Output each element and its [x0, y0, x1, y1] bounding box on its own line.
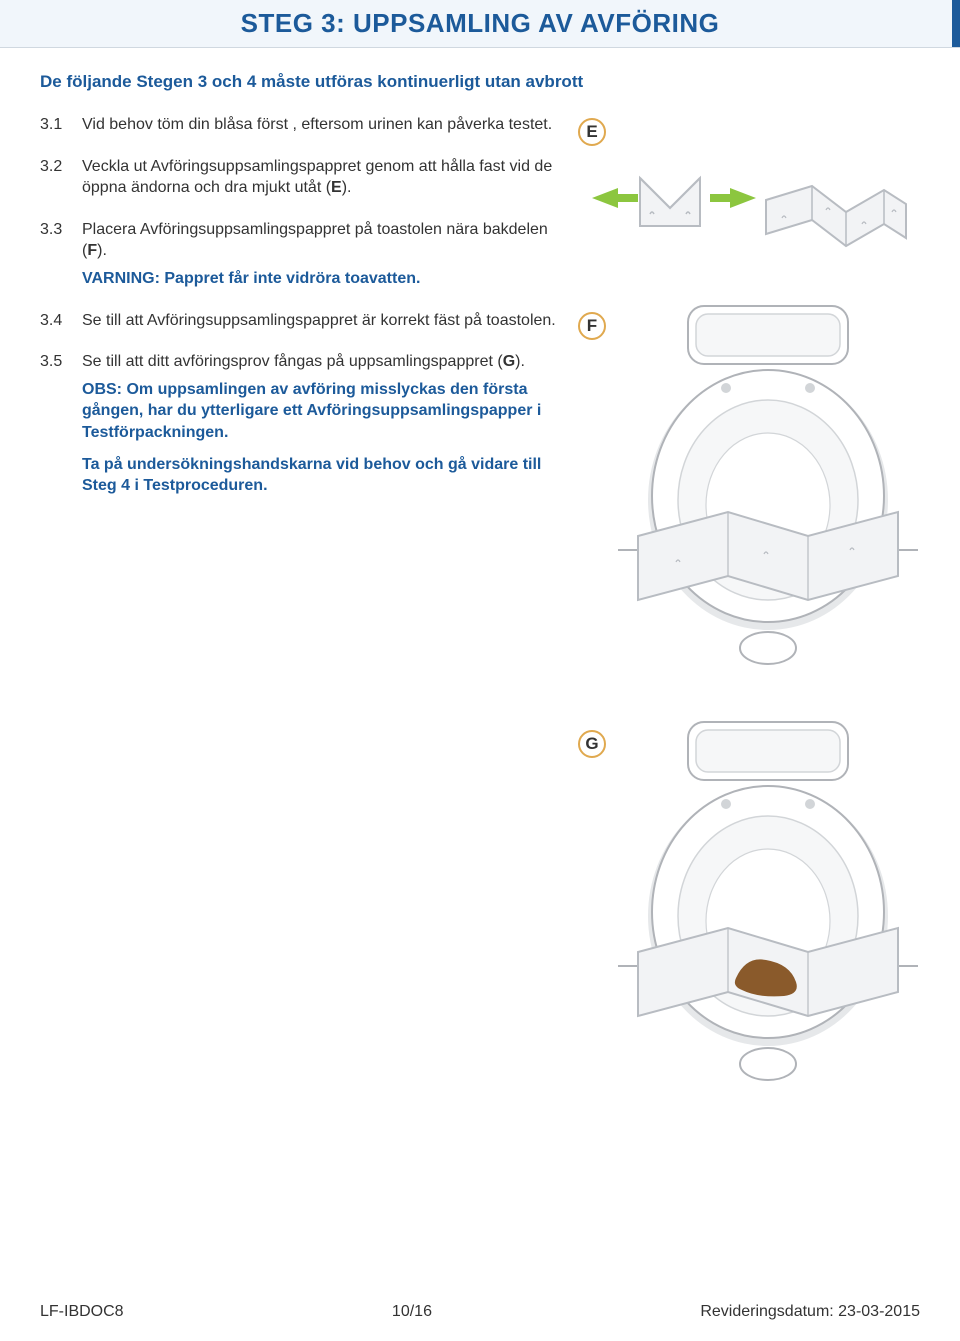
- step-ref: F: [87, 242, 97, 259]
- label-e: E: [578, 118, 606, 146]
- step-body: Placera Avföringsuppsamlingspappret på t…: [82, 219, 560, 290]
- page-title: STEG 3: UPPSAMLING AV AVFÖRING: [241, 8, 720, 39]
- diagram-column: E: [578, 114, 920, 1174]
- step-text-pre: Veckla ut Avföringsuppsamlingspappret ge…: [82, 158, 552, 197]
- step-number: 3.2: [40, 156, 82, 199]
- step-3-2: 3.2 Veckla ut Avföringsuppsamlingspappre…: [40, 156, 560, 199]
- step-3-4: 3.4 Se till att Avföringsuppsamlingspapp…: [40, 310, 560, 332]
- step-number: 3.1: [40, 114, 82, 136]
- footer-revision: Revideringsdatum: 23-03-2015: [700, 1303, 920, 1321]
- step-continue: Ta på undersökningshandskarna vid behov …: [82, 454, 560, 497]
- text-column: 3.1 Vid behov töm din blåsa först , efte…: [40, 114, 560, 1174]
- step-body: Vid behov töm din blåsa först , eftersom…: [82, 114, 560, 136]
- diagram-stage: E: [578, 114, 918, 1174]
- step-text-post: ).: [515, 353, 525, 370]
- step-warning: VARNING: Pappret får inte vidröra toavat…: [82, 268, 560, 290]
- step-text-pre: Se till att ditt avföringsprov fångas på…: [82, 353, 503, 370]
- step-ref: G: [503, 353, 515, 370]
- step-body: Veckla ut Avföringsuppsamlingspappret ge…: [82, 156, 560, 199]
- step-text-post: ).: [97, 242, 107, 259]
- intro-line: De följande Stegen 3 och 4 måste utföras…: [40, 72, 920, 92]
- step-body: Se till att ditt avföringsprov fångas på…: [82, 351, 560, 497]
- step-3-3: 3.3 Placera Avföringsuppsamlingspappret …: [40, 219, 560, 290]
- diagram-g: [618, 716, 918, 1086]
- step-3-1: 3.1 Vid behov töm din blåsa först , efte…: [40, 114, 560, 136]
- main-content: De följande Stegen 3 och 4 måste utföras…: [0, 48, 960, 1174]
- step-number: 3.5: [40, 351, 82, 497]
- label-f: F: [578, 312, 606, 340]
- step-3-5: 3.5 Se till att ditt avföringsprov fånga…: [40, 351, 560, 497]
- diagram-f: [618, 300, 918, 670]
- step-text-post: ).: [342, 179, 352, 196]
- header-band: STEG 3: UPPSAMLING AV AVFÖRING: [0, 0, 960, 48]
- diagram-e: [584, 160, 914, 270]
- step-ref: E: [331, 179, 342, 196]
- footer-doc-id: LF-IBDOC8: [40, 1303, 124, 1321]
- label-g: G: [578, 730, 606, 758]
- footer: LF-IBDOC8 10/16 Revideringsdatum: 23-03-…: [0, 1303, 960, 1321]
- step-number: 3.3: [40, 219, 82, 290]
- step-note: OBS: Om uppsamlingen av avföring misslyc…: [82, 379, 560, 444]
- footer-page: 10/16: [392, 1303, 432, 1321]
- step-text-pre: Placera Avföringsuppsamlingspappret på t…: [82, 221, 548, 260]
- step-number: 3.4: [40, 310, 82, 332]
- columns: 3.1 Vid behov töm din blåsa först , efte…: [40, 114, 920, 1174]
- step-body: Se till att Avföringsuppsamlingspappret …: [82, 310, 560, 332]
